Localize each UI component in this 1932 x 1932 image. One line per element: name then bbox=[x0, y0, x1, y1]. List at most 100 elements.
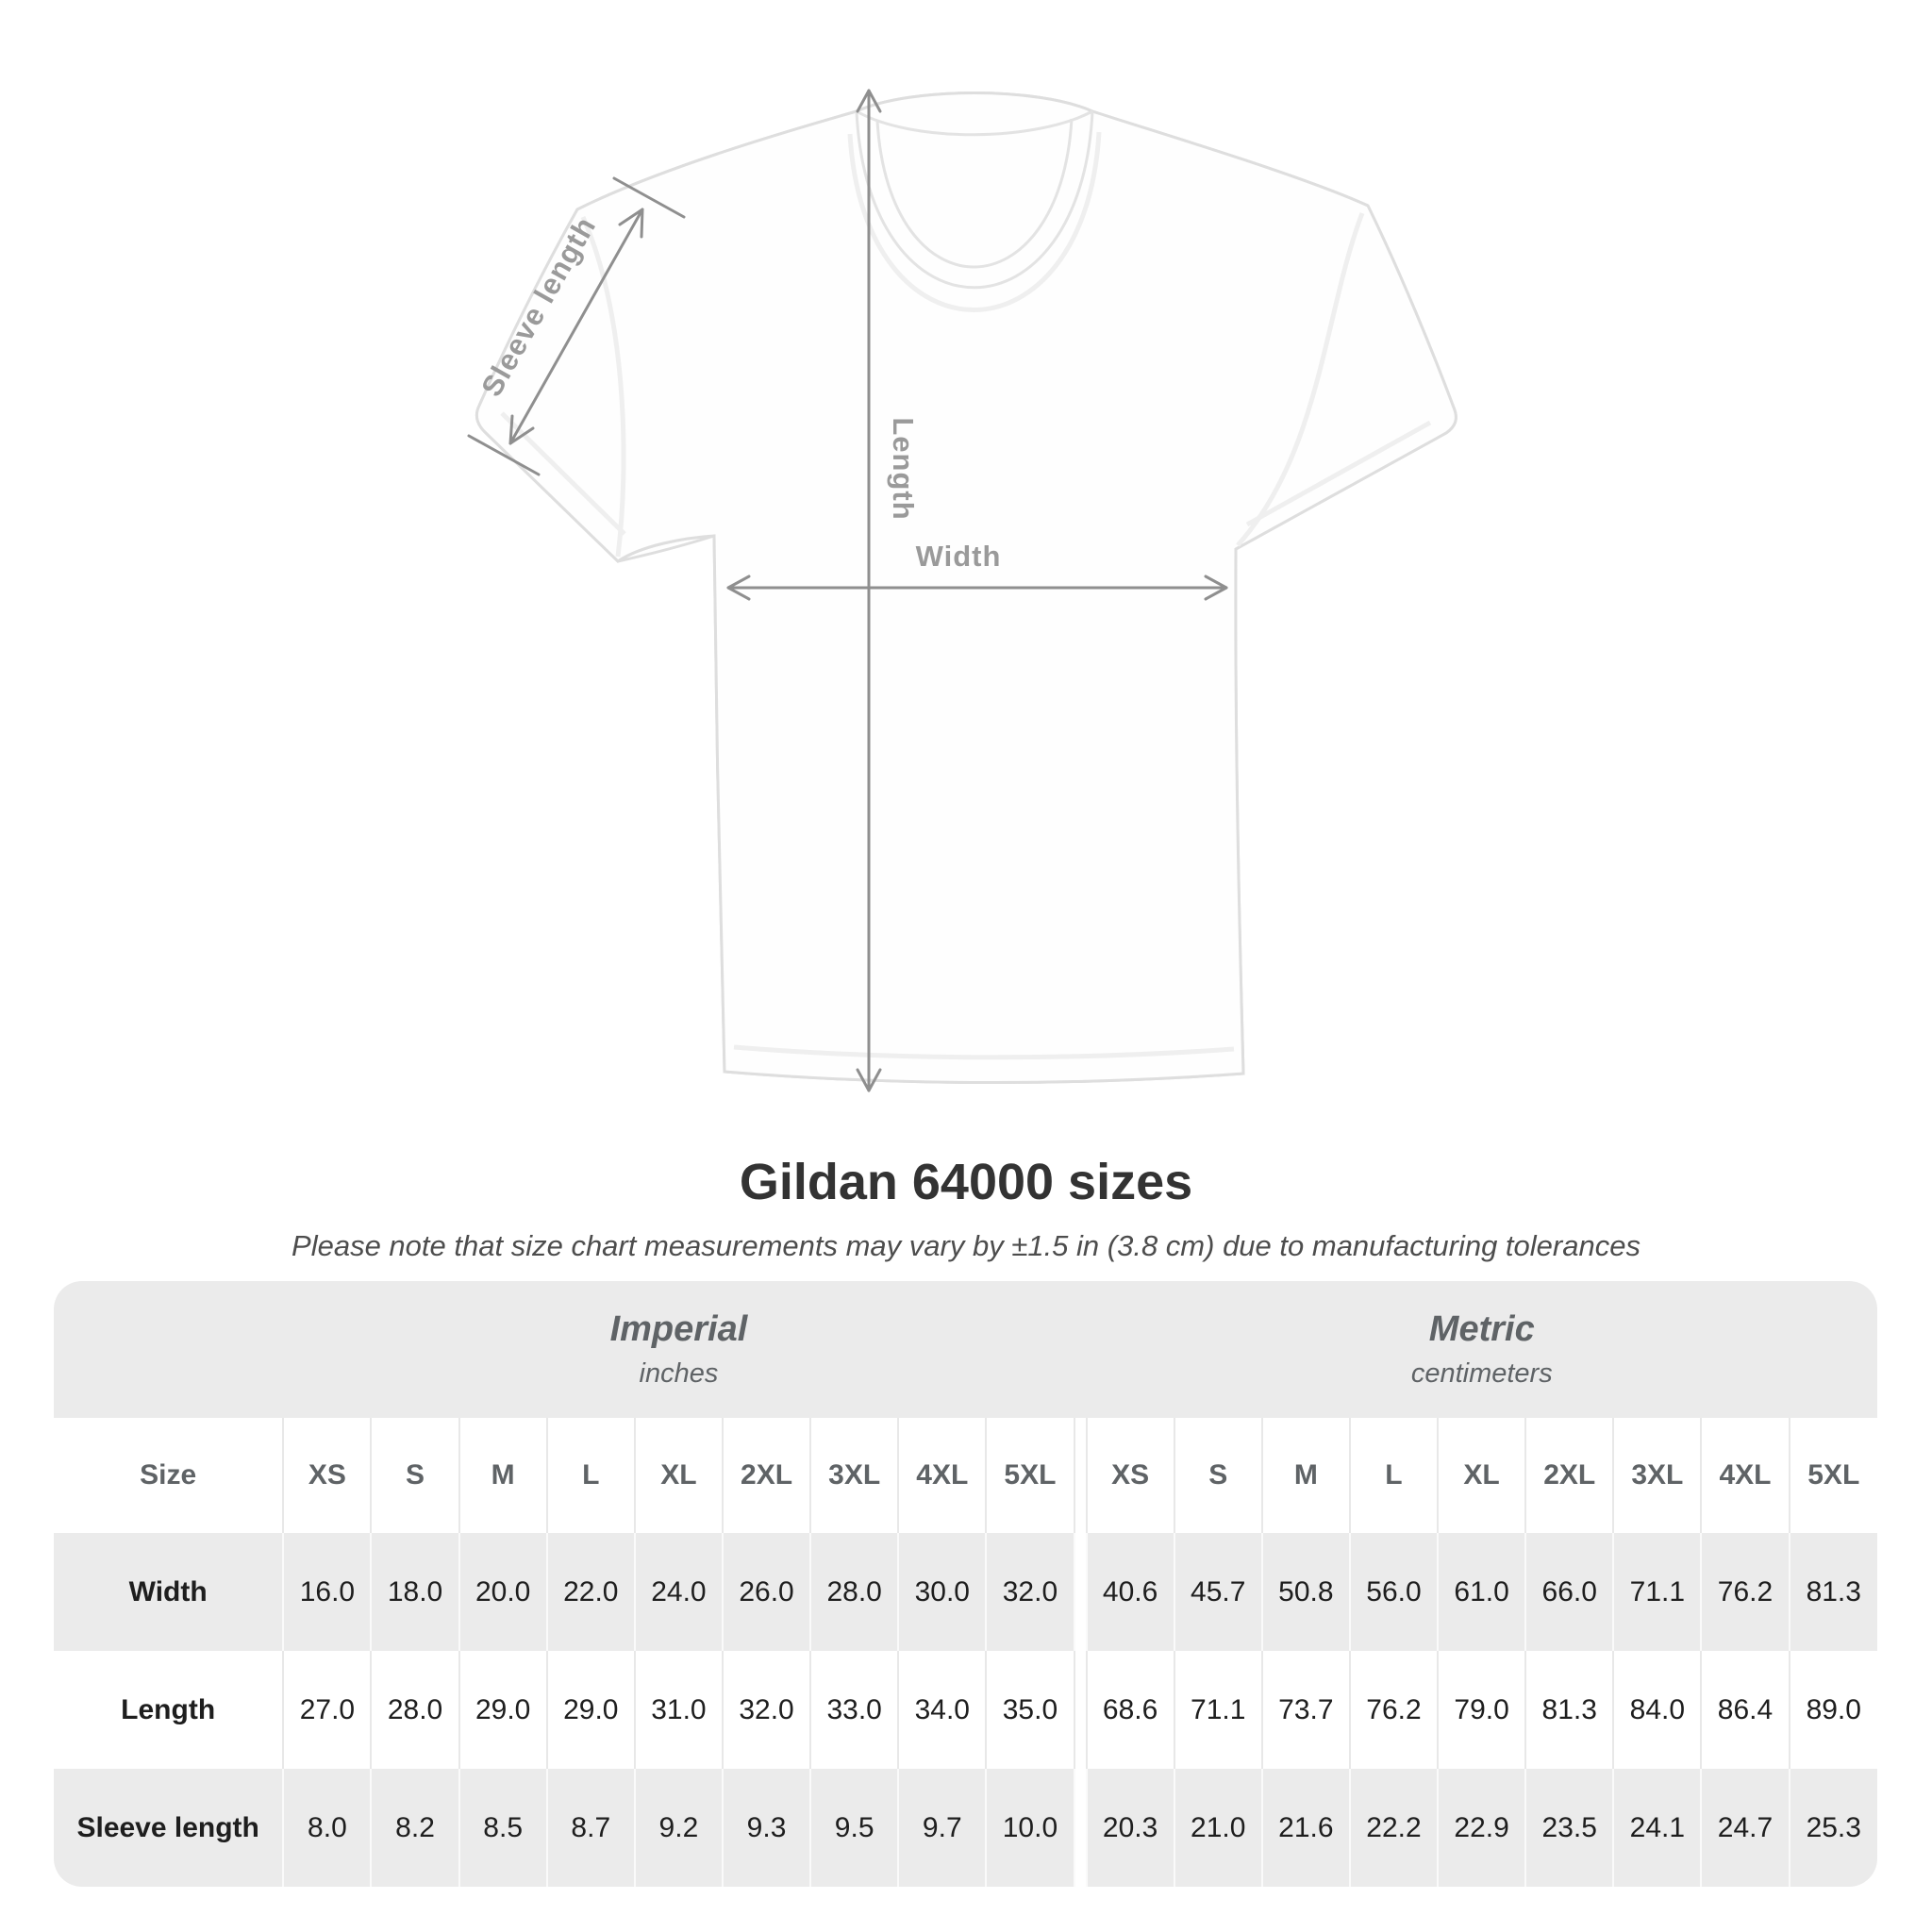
size-value-cell: 28.0 bbox=[809, 1533, 899, 1651]
size-value-cell: 34.0 bbox=[897, 1651, 987, 1769]
length-arrow bbox=[856, 89, 882, 1092]
size-value-cell: 32.0 bbox=[721, 1651, 811, 1769]
size-value-cell: 33.0 bbox=[809, 1651, 899, 1769]
page-title: Gildan 64000 sizes bbox=[739, 1154, 1193, 1210]
size-value-cell: 45.7 bbox=[1173, 1533, 1262, 1651]
length-row: Length 27.0 28.0 29.0 29.0 31.0 32.0 33.… bbox=[54, 1651, 1877, 1769]
collar-top-seam bbox=[856, 109, 1093, 137]
size-value-cell: 27.0 bbox=[282, 1651, 372, 1769]
size-corner-label: Size bbox=[54, 1418, 284, 1533]
width-arrow bbox=[726, 575, 1228, 601]
size-value-cell: 20.0 bbox=[458, 1533, 547, 1651]
imperial-header: Imperial inches bbox=[283, 1281, 1074, 1418]
size-value-cell: 73.7 bbox=[1260, 1651, 1350, 1769]
size-value-cell: 84.0 bbox=[1612, 1651, 1702, 1769]
size-value-cell: 29.0 bbox=[458, 1651, 547, 1769]
right-armhole-seam bbox=[1236, 212, 1365, 547]
size-value-cell: 20.3 bbox=[1085, 1769, 1174, 1887]
metric-header: Metric centimeters bbox=[1086, 1281, 1877, 1418]
imperial-unit: inches bbox=[639, 1358, 719, 1389]
size-value-cell: 28.0 bbox=[370, 1651, 459, 1769]
row-label: Width bbox=[54, 1533, 284, 1651]
size-value-cell: 9.3 bbox=[721, 1769, 811, 1887]
size-value-cell: 8.0 bbox=[282, 1769, 372, 1887]
size-value-cell: 10.0 bbox=[985, 1769, 1074, 1887]
size-value-cell: 23.5 bbox=[1524, 1769, 1614, 1887]
left-sleeve-hem-stitch bbox=[500, 411, 626, 536]
size-col-header: M bbox=[1260, 1418, 1350, 1533]
row-label: Length bbox=[54, 1651, 284, 1769]
size-value-cell: 40.6 bbox=[1085, 1533, 1174, 1651]
unit-group-row: Imperial inches Metric centimeters bbox=[54, 1281, 1877, 1418]
size-value-cell: 68.6 bbox=[1085, 1651, 1174, 1769]
size-col-header: 5XL bbox=[985, 1418, 1074, 1533]
size-value-cell: 81.3 bbox=[1524, 1651, 1614, 1769]
section-divider bbox=[1073, 1418, 1087, 1533]
size-col-header: 5XL bbox=[1788, 1418, 1877, 1533]
size-value-cell: 81.3 bbox=[1788, 1533, 1877, 1651]
size-value-cell: 8.2 bbox=[370, 1769, 459, 1887]
section-divider bbox=[1073, 1533, 1087, 1651]
size-value-cell: 25.3 bbox=[1788, 1769, 1877, 1887]
size-col-header: L bbox=[1348, 1418, 1439, 1533]
metric-unit: centimeters bbox=[1410, 1358, 1553, 1389]
size-value-cell: 71.1 bbox=[1173, 1651, 1262, 1769]
unit-group-divider bbox=[1074, 1281, 1087, 1418]
size-value-cell: 26.0 bbox=[721, 1533, 811, 1651]
length-label: Length bbox=[887, 417, 920, 520]
size-value-cell: 9.2 bbox=[633, 1769, 723, 1887]
size-value-cell: 35.0 bbox=[985, 1651, 1074, 1769]
size-value-cell: 56.0 bbox=[1348, 1533, 1439, 1651]
size-value-cell: 8.7 bbox=[545, 1769, 635, 1887]
size-col-header: S bbox=[1173, 1418, 1262, 1533]
size-value-cell: 71.1 bbox=[1612, 1533, 1702, 1651]
size-value-cell: 61.0 bbox=[1437, 1533, 1526, 1651]
collar-stitch bbox=[847, 131, 1102, 312]
size-col-header: L bbox=[545, 1418, 635, 1533]
size-col-header: S bbox=[370, 1418, 459, 1533]
section-divider bbox=[1073, 1651, 1087, 1769]
size-value-cell: 50.8 bbox=[1260, 1533, 1350, 1651]
size-value-cell: 8.5 bbox=[458, 1769, 547, 1887]
size-value-cell: 76.2 bbox=[1700, 1533, 1790, 1651]
size-value-cell: 21.6 bbox=[1260, 1769, 1350, 1887]
size-value-cell: 86.4 bbox=[1700, 1651, 1790, 1769]
units-row-spacer bbox=[54, 1281, 284, 1418]
size-chart-table-container: Imperial inches Metric centimeters Size … bbox=[54, 1281, 1877, 1887]
collar-outer-neckline bbox=[855, 110, 1094, 290]
size-value-cell: 22.2 bbox=[1348, 1769, 1439, 1887]
size-value-cell: 22.9 bbox=[1437, 1769, 1526, 1887]
tolerance-note: Please note that size chart measurements… bbox=[291, 1229, 1641, 1262]
size-value-cell: 24.1 bbox=[1612, 1769, 1702, 1887]
sleeve-length-arrow bbox=[467, 176, 686, 476]
width-row: Width 16.0 18.0 20.0 22.0 24.0 26.0 28.0… bbox=[54, 1533, 1877, 1651]
size-value-cell: 32.0 bbox=[985, 1533, 1074, 1651]
size-value-cell: 21.0 bbox=[1173, 1769, 1262, 1887]
size-chart-table: Imperial inches Metric centimeters Size … bbox=[54, 1281, 1877, 1887]
size-value-cell: 29.0 bbox=[545, 1651, 635, 1769]
row-label: Sleeve length bbox=[54, 1769, 284, 1887]
size-col-header: 4XL bbox=[897, 1418, 987, 1533]
section-divider bbox=[1073, 1769, 1087, 1887]
size-value-cell: 16.0 bbox=[282, 1533, 372, 1651]
size-col-header: 4XL bbox=[1700, 1418, 1790, 1533]
size-value-cell: 18.0 bbox=[370, 1533, 459, 1651]
size-value-cell: 24.0 bbox=[633, 1533, 723, 1651]
tshirt-size-diagram: Width Length Sleeve length bbox=[467, 89, 1457, 1092]
size-value-cell: 79.0 bbox=[1437, 1651, 1526, 1769]
size-col-header: XL bbox=[1437, 1418, 1526, 1533]
size-col-header: 2XL bbox=[1524, 1418, 1614, 1533]
size-value-cell: 30.0 bbox=[897, 1533, 987, 1651]
metric-label: Metric bbox=[1428, 1309, 1535, 1349]
size-value-cell: 66.0 bbox=[1524, 1533, 1614, 1651]
size-col-header: 3XL bbox=[809, 1418, 899, 1533]
size-value-cell: 9.5 bbox=[809, 1769, 899, 1887]
size-col-header: 3XL bbox=[1612, 1418, 1702, 1533]
size-value-cell: 24.7 bbox=[1700, 1769, 1790, 1887]
size-col-header: XS bbox=[1085, 1418, 1174, 1533]
size-value-cell: 9.7 bbox=[897, 1769, 987, 1887]
size-col-header: M bbox=[458, 1418, 547, 1533]
bottom-hem-stitch bbox=[733, 1044, 1235, 1060]
size-value-cell: 31.0 bbox=[633, 1651, 723, 1769]
